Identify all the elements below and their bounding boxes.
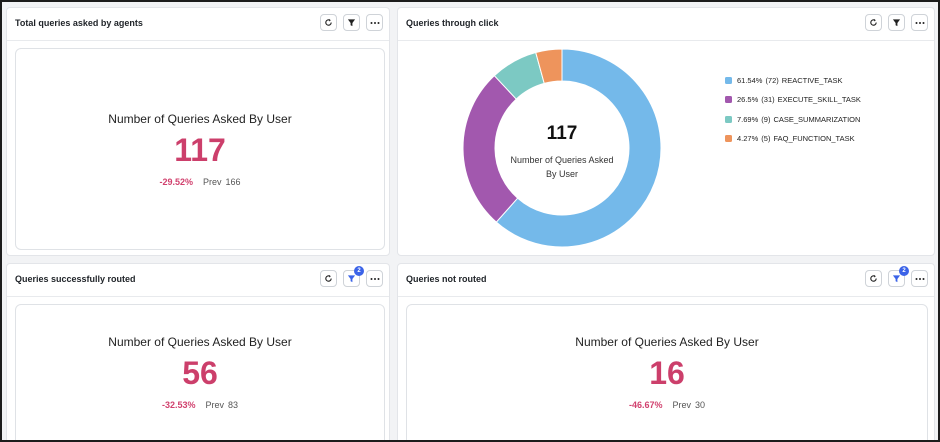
legend-label: 26.5% (31) EXECUTE_SKILL_TASK: [737, 95, 861, 104]
refresh-icon: [870, 18, 877, 26]
donut-center-label-line1: Number of Queries Asked: [510, 155, 614, 165]
metric-label: Number of Queries Asked By User: [108, 335, 292, 349]
metric-value: 56: [182, 355, 218, 391]
refresh-icon: [325, 274, 332, 282]
metric-value: 16: [649, 355, 685, 391]
metric-change-row: -29.52% Prev 166: [16, 177, 384, 187]
refresh-button[interactable]: [320, 270, 337, 287]
refresh-button[interactable]: [865, 14, 882, 31]
card-toolbar: 2: [320, 266, 383, 287]
legend-series-name: REACTIVE_TASK: [781, 75, 843, 85]
filter-icon: [892, 19, 901, 27]
metric-box: Number of Queries Asked By User 56 -32.5…: [15, 304, 385, 440]
legend-item[interactable]: 26.5% (31) EXECUTE_SKILL_TASK: [725, 95, 861, 105]
donut-slice-faq-function-task[interactable]: [535, 48, 563, 85]
card-toolbar: 2: [865, 266, 928, 287]
legend-swatch: [725, 115, 732, 123]
donut-slice-execute-skill-task[interactable]: [462, 74, 519, 223]
metric-label: Number of Queries Asked By User: [575, 335, 759, 349]
prev-label: Prev: [672, 400, 692, 410]
legend-label: 4.27% (5) FAQ_FUNCTION_TASK: [737, 134, 855, 143]
refresh-icon: [325, 18, 332, 26]
filter-count-badge: 2: [354, 266, 364, 276]
more-options-icon: [915, 277, 924, 280]
legend-series-name: EXECUTE_SKILL_TASK: [777, 95, 861, 104]
total-queries-card: Total queries asked by agents Number of …: [6, 7, 390, 256]
legend-percent: 26.5%: [737, 95, 759, 104]
filter-button[interactable]: [888, 14, 905, 31]
more-options-icon: [370, 277, 379, 280]
filter-count-badge: 2: [899, 266, 909, 276]
card-header: Queries successfully routed 2: [7, 264, 389, 297]
more-options-button[interactable]: [366, 14, 383, 31]
metric-value: 117: [174, 132, 226, 168]
queries-routed-card: Queries successfully routed 2 Number of …: [6, 263, 390, 440]
legend-item[interactable]: 7.69% (9) CASE_SUMMARIZATION: [725, 114, 861, 124]
donut-center-label-line2: By User: [545, 169, 578, 179]
legend-percent: 7.69%: [737, 114, 759, 124]
donut-center-value: 117: [546, 123, 578, 144]
percent-change: -29.52%: [159, 177, 193, 187]
queries-not-routed-card: Queries not routed 2 Number of Queries A…: [397, 263, 935, 440]
metric-change-row: -46.67% Prev 30: [407, 400, 927, 410]
legend-count: (72): [765, 75, 779, 85]
legend-count: (31): [761, 95, 775, 104]
card-title: Queries not routed: [406, 274, 487, 284]
refresh-button[interactable]: [320, 14, 337, 31]
filter-button[interactable]: 2: [888, 266, 909, 287]
filter-button[interactable]: [343, 14, 360, 31]
queries-through-click-card: Queries through click 117 Number of Quer…: [397, 7, 935, 256]
legend-label: 61.54% (72) REACTIVE_TASK: [737, 76, 843, 85]
legend-percent: 4.27%: [737, 134, 759, 143]
legend-count: (9): [761, 114, 771, 124]
card-title: Queries successfully routed: [15, 274, 136, 284]
more-options-icon: [915, 21, 924, 24]
filter-icon: [892, 275, 901, 283]
legend-count: (5): [761, 134, 771, 143]
chart-legend: 61.54% (72) REACTIVE_TASK 26.5% (31) EXECUTE_…: [725, 75, 861, 153]
legend-swatch: [725, 96, 732, 103]
prev-label: Prev: [205, 400, 225, 410]
card-toolbar: [865, 14, 928, 31]
legend-label: 7.69% (9) CASE_SUMMARIZATION: [737, 115, 860, 124]
metric-box: Number of Queries Asked By User 16 -46.6…: [406, 304, 928, 440]
percent-change: -32.53%: [161, 400, 196, 410]
card-header: Queries through click: [398, 8, 934, 41]
card-header: Total queries asked by agents: [7, 8, 389, 41]
legend-item[interactable]: 61.54% (72) REACTIVE_TASK: [725, 75, 861, 85]
legend-swatch: [725, 76, 732, 84]
card-title: Queries through click: [406, 18, 499, 28]
legend-item[interactable]: 4.27% (5) FAQ_FUNCTION_TASK: [725, 134, 861, 144]
more-options-button[interactable]: [911, 270, 928, 287]
prev-label: Prev: [202, 177, 222, 187]
filter-icon: [347, 19, 356, 27]
metric-label: Number of Queries Asked By User: [108, 112, 292, 126]
percent-change: -46.67%: [628, 400, 663, 410]
legend-series-name: FAQ_FUNCTION_TASK: [773, 134, 855, 143]
more-options-icon: [370, 21, 379, 24]
prev-value: 30: [695, 400, 706, 410]
filter-button[interactable]: 2: [343, 266, 364, 287]
donut-slice-reactive-task[interactable]: [495, 48, 662, 248]
metric-change-row: -32.53% Prev 83: [16, 400, 384, 410]
legend-series-name: CASE_SUMMARIZATION: [773, 114, 861, 124]
more-options-button[interactable]: [911, 14, 928, 31]
more-options-button[interactable]: [366, 270, 383, 287]
card-header: Queries not routed 2: [398, 264, 934, 297]
prev-value: 166: [225, 177, 241, 187]
legend-percent: 61.54%: [737, 75, 763, 85]
refresh-button[interactable]: [865, 270, 882, 287]
card-toolbar: [320, 14, 383, 31]
metric-box: Number of Queries Asked By User 117 -29.…: [15, 48, 385, 250]
card-title: Total queries asked by agents: [15, 18, 143, 28]
donut-chart: [462, 48, 662, 248]
legend-swatch: [725, 135, 732, 142]
filter-icon: [347, 275, 356, 283]
prev-value: 83: [228, 400, 239, 410]
refresh-icon: [870, 274, 877, 282]
